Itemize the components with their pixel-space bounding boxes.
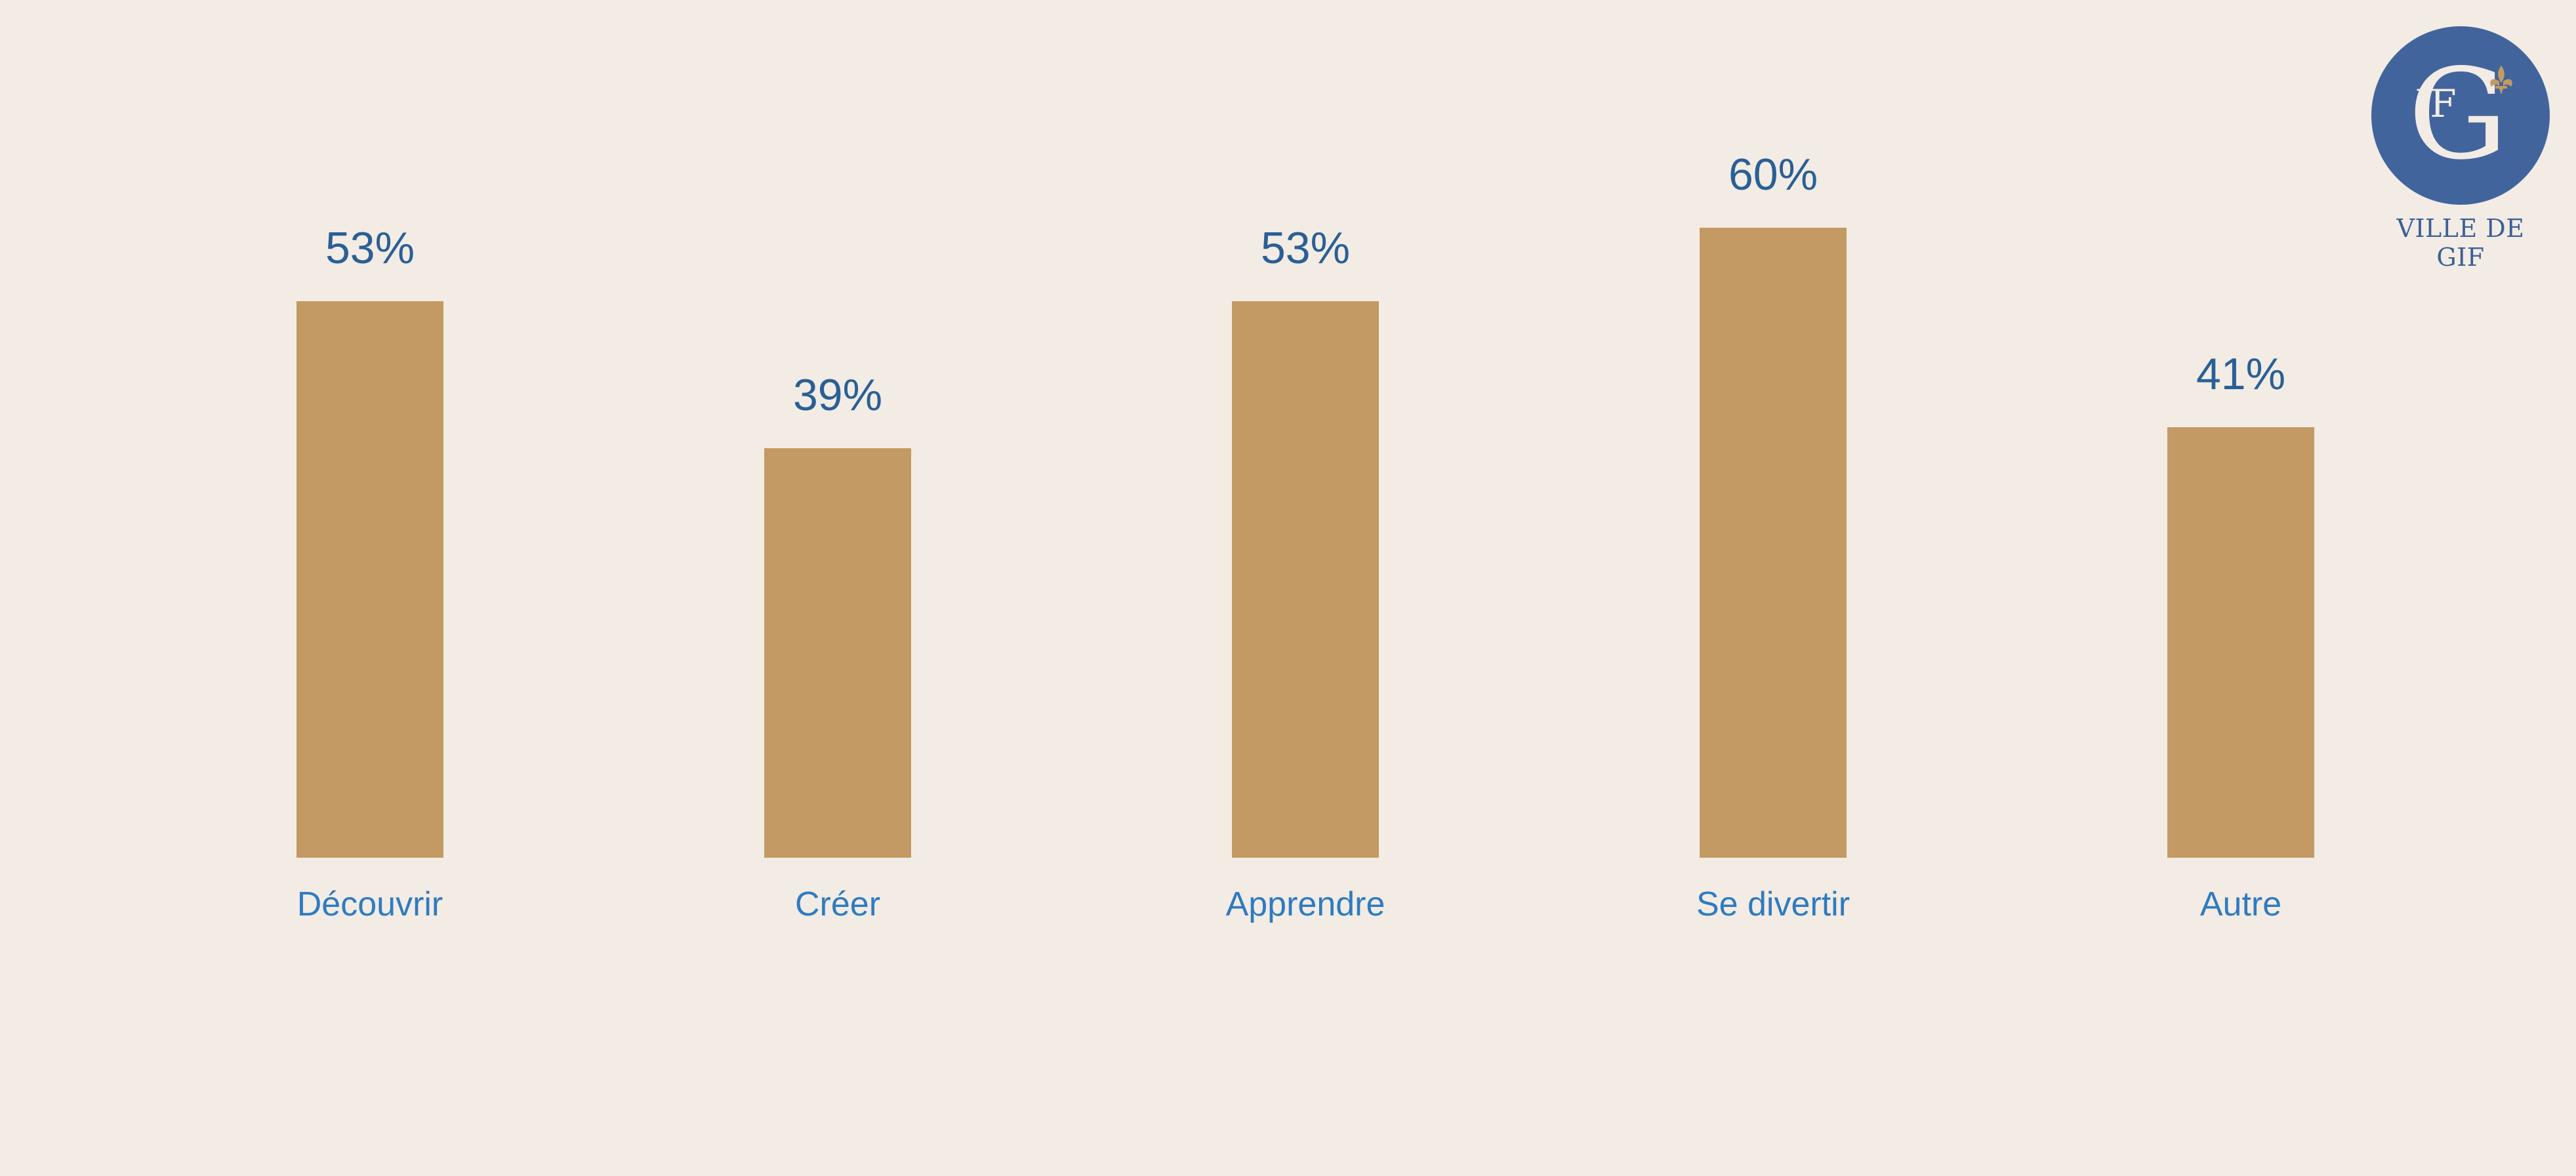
category-label: Apprendre — [1226, 885, 1385, 923]
bar-value-label: 53% — [325, 223, 415, 273]
city-logo: G IF VILLE DE GIF — [2369, 26, 2552, 272]
logo-letters-if: IF — [2415, 81, 2456, 126]
bar-value-label: 60% — [1728, 150, 1818, 200]
category-label: Se divertir — [1696, 885, 1850, 923]
bar-value-label: 41% — [2196, 349, 2285, 399]
category-label: Créer — [795, 885, 880, 923]
logo-emblem: G IF — [2371, 26, 2550, 205]
category-label: Découvrir — [297, 885, 443, 923]
bar-3 — [1232, 301, 1379, 858]
bar-2 — [764, 448, 911, 858]
logo-letter-g: G — [2408, 42, 2508, 187]
bar-5 — [2167, 427, 2314, 858]
category-label: Autre — [2200, 885, 2281, 923]
logo-circle — [2371, 26, 2550, 205]
bar-value-label: 53% — [1261, 223, 1350, 273]
bar-4 — [1700, 228, 1847, 858]
fleur-de-lis-icon — [2490, 66, 2512, 94]
logo-caption: VILLE DE GIF — [2396, 214, 2525, 272]
bar-1 — [296, 301, 443, 858]
bar-value-label: 39% — [793, 370, 882, 420]
